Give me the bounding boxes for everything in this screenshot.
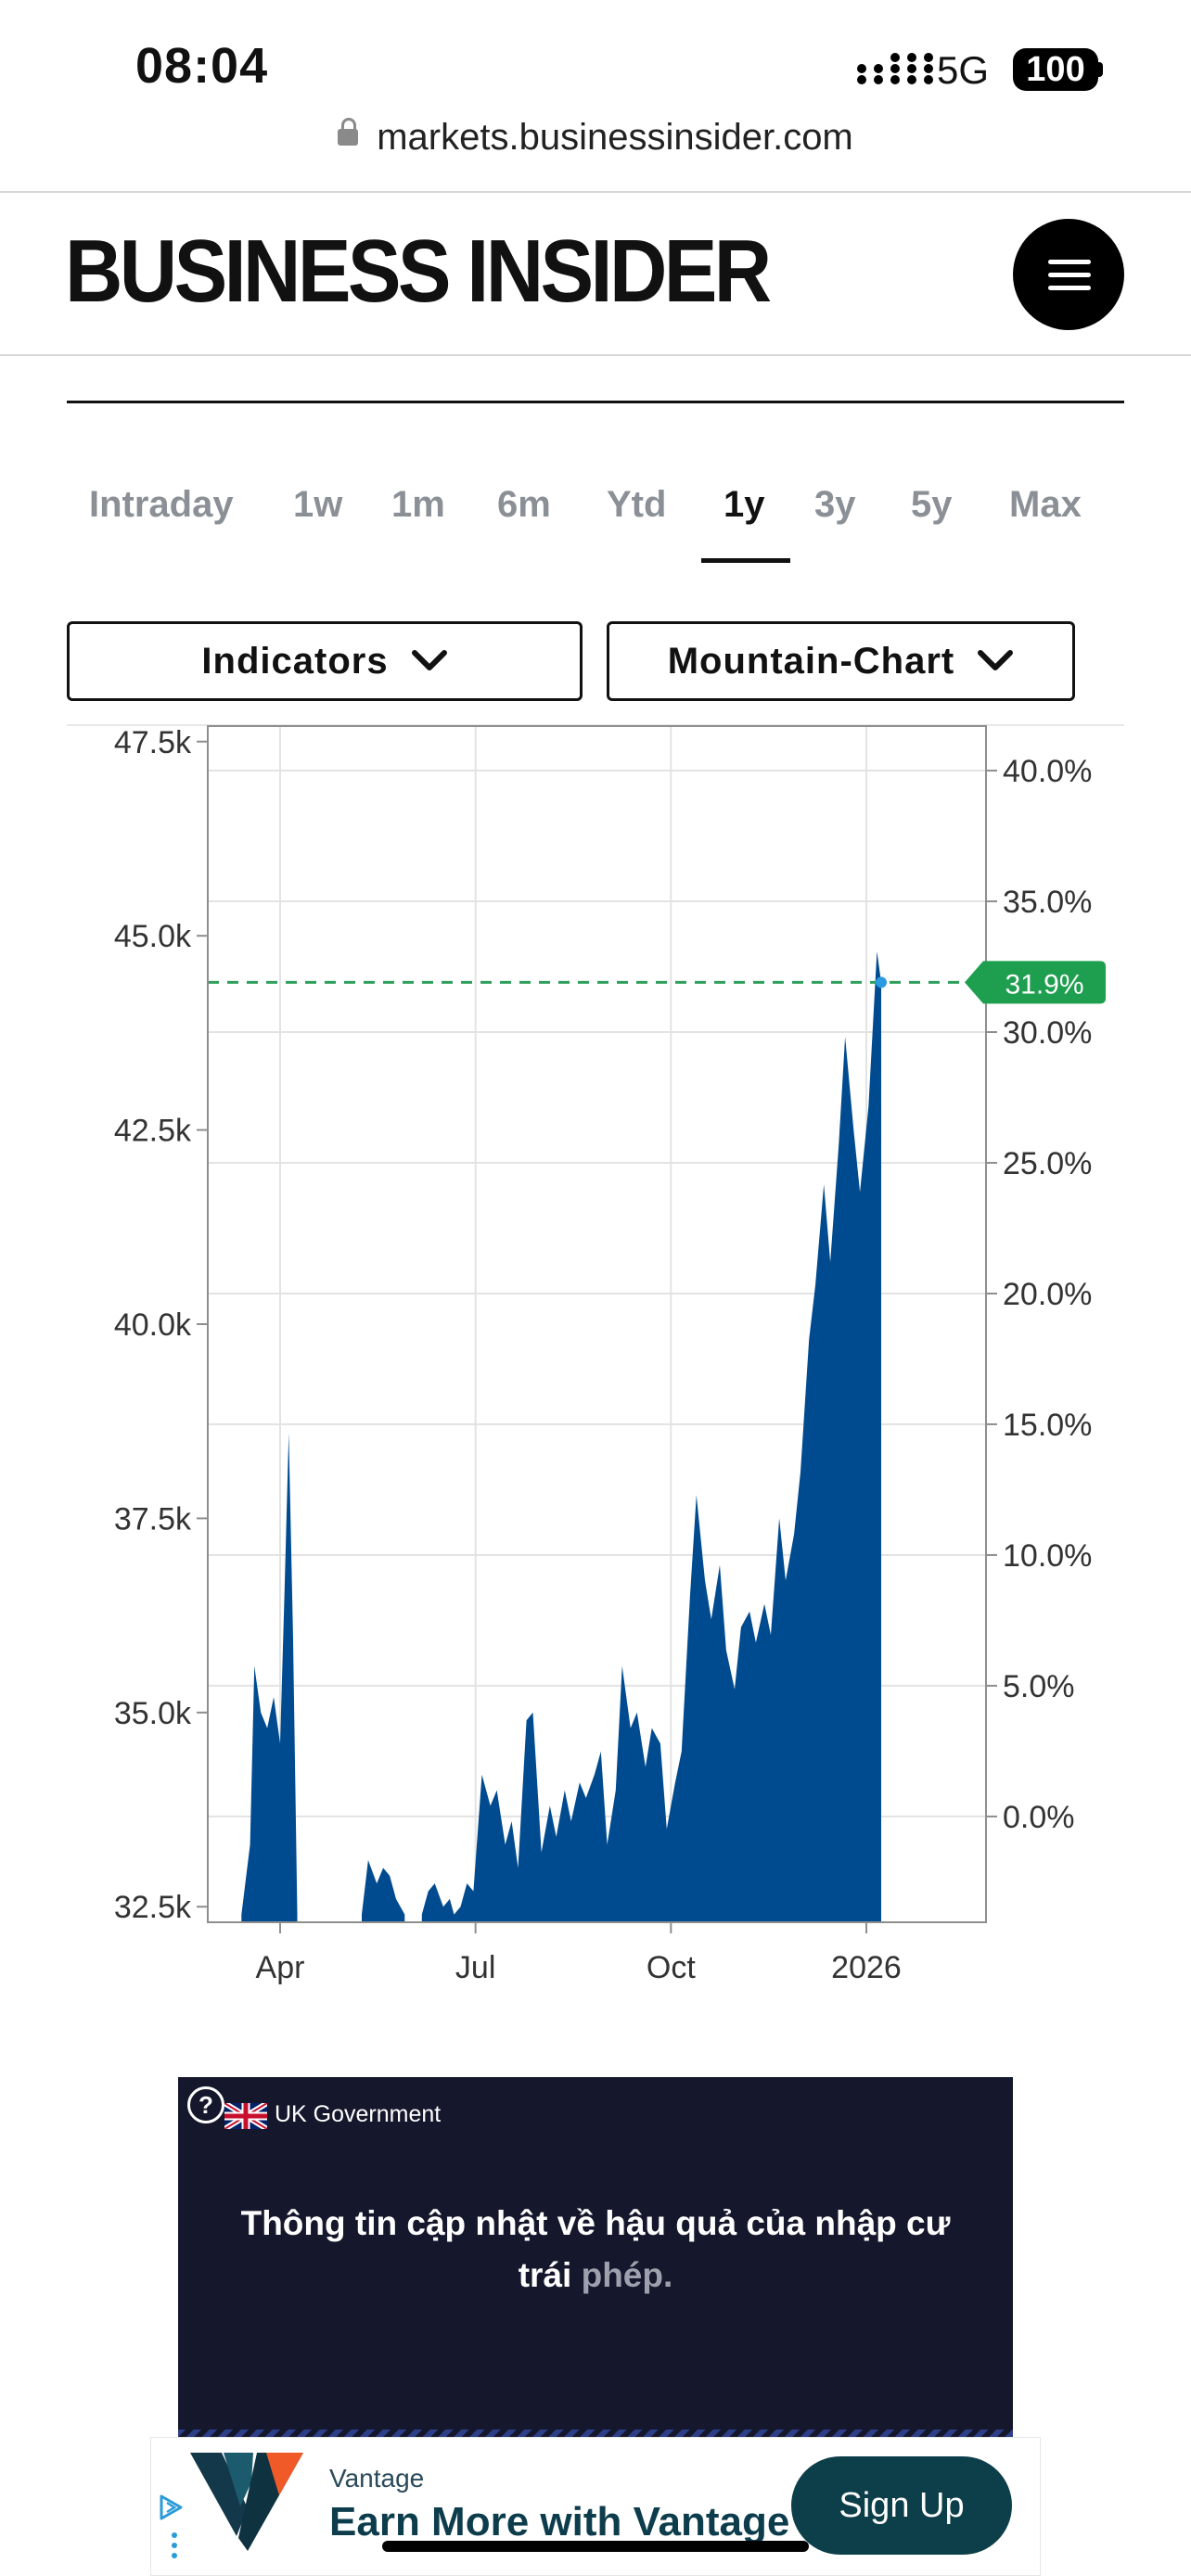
battery-indicator: 100 <box>1013 48 1098 91</box>
battery-cap <box>1098 62 1103 77</box>
hamburger-menu-icon <box>1048 260 1091 264</box>
tab-3y[interactable]: 3y <box>814 484 856 525</box>
left-tick-label: 45.0k <box>114 919 192 954</box>
url-bar[interactable]: markets.businessinsider.com <box>0 117 1191 159</box>
uk-flag-icon <box>224 2103 267 2129</box>
indicators-label: Indicators <box>201 640 389 682</box>
tab-ytd[interactable]: Ytd <box>607 484 667 525</box>
ad-help-icon[interactable]: ? <box>187 2086 224 2123</box>
vantage-ad-banner[interactable]: Vantage Earn More with Vantage Sign Up <box>150 2437 1041 2576</box>
chart-type-dropdown[interactable]: Mountain-Chart <box>607 621 1075 701</box>
left-tick-label: 35.0k <box>114 1696 192 1731</box>
right-tick-label: 30.0% <box>1003 1015 1092 1051</box>
browser-divider <box>0 191 1191 193</box>
site-logo[interactable]: BUSINESS INSIDER <box>65 222 772 321</box>
right-tick-label: 40.0% <box>1003 754 1092 789</box>
right-tick-label: 10.0% <box>1003 1538 1092 1574</box>
left-axis: 47.5k 45.0k 42.5k 40.0k 37.5k 35.0k 32.5k <box>114 725 208 1925</box>
right-tick-label: 25.0% <box>1003 1146 1092 1181</box>
ad-sponsor: UK Government <box>275 2101 442 2127</box>
status-time: 08:04 <box>135 38 269 94</box>
right-tick-label: 5.0% <box>1003 1669 1075 1704</box>
signal-bars-icon <box>857 53 933 84</box>
ad-message: Thông tin cập nhật về hậu quả của nhập c… <box>234 2198 957 2302</box>
url-text: markets.businessinsider.com <box>377 117 853 158</box>
hamburger-line <box>1048 286 1091 290</box>
tab-1y[interactable]: 1y <box>724 484 765 525</box>
more-options-icon[interactable] <box>172 2532 179 2563</box>
x-tick-label: Oct <box>647 1950 696 1985</box>
indicators-dropdown[interactable]: Indicators <box>67 621 583 701</box>
left-tick-label: 47.5k <box>114 725 192 760</box>
badge-text: 31.9% <box>1005 969 1083 1000</box>
section-rule <box>67 401 1124 403</box>
last-value-badge: 31.9% <box>965 961 1106 1004</box>
x-tick-label: Apr <box>256 1950 305 1985</box>
chart-type-label: Mountain-Chart <box>667 640 955 682</box>
menu-button[interactable] <box>1013 219 1124 330</box>
badge-shape <box>965 961 1106 1004</box>
header-divider <box>0 354 1191 356</box>
ad-stripe <box>178 2429 1013 2439</box>
price-area <box>241 950 881 1922</box>
right-tick-label: 0.0% <box>1003 1800 1075 1835</box>
right-axis: 40.0% 35.0% 30.0% 25.0% 20.0% 15.0% 10.0% 5.0% 0… <box>986 754 1092 1835</box>
active-tab-underline <box>701 558 790 563</box>
tab-1w[interactable]: 1w <box>293 484 343 525</box>
chevron-down-icon <box>411 650 447 670</box>
ad-brand: Vantage <box>329 2464 425 2493</box>
ad-message-main: Thông tin cập nhật về hậu quả của nhập c… <box>240 2204 951 2294</box>
chevron-down-icon <box>978 650 1014 670</box>
price-chart[interactable]: 47.5k 45.0k 42.5k 40.0k 37.5k 35.0k 32.5k 40.0… <box>0 723 1191 2003</box>
home-indicator <box>382 2541 809 2552</box>
last-value-dot <box>876 976 888 988</box>
x-tick-label: 2026 <box>831 1950 902 1985</box>
range-tabs: Intraday 1w 1m 6m Ytd 1y 3y 5y Max <box>67 484 1124 567</box>
tab-1m[interactable]: 1m <box>391 484 445 525</box>
government-ad[interactable]: ? UK Government Thông tin cập nhật về hậ… <box>178 2077 1013 2439</box>
vantage-logo-icon <box>190 2453 303 2551</box>
network-type: 5G <box>937 48 990 92</box>
tab-6m[interactable]: 6m <box>497 484 551 525</box>
sign-up-button[interactable]: Sign Up <box>791 2456 1012 2555</box>
right-tick-label: 35.0% <box>1003 885 1092 920</box>
left-tick-label: 32.5k <box>114 1890 192 1925</box>
tab-5y[interactable]: 5y <box>911 484 953 525</box>
right-tick-label: 15.0% <box>1003 1408 1092 1443</box>
adchoices-icon[interactable] <box>157 2493 185 2521</box>
left-tick-label: 42.5k <box>114 1114 192 1149</box>
tab-max[interactable]: Max <box>1009 484 1082 525</box>
left-tick-label: 37.5k <box>114 1501 192 1537</box>
lock-icon <box>338 118 359 146</box>
ad-message-dim: phép. <box>581 2256 673 2294</box>
tab-intraday[interactable]: Intraday <box>89 484 234 525</box>
left-tick-label: 40.0k <box>114 1307 192 1343</box>
right-tick-label: 20.0% <box>1003 1277 1092 1312</box>
hamburger-line <box>1048 273 1091 277</box>
x-axis: Apr Jul Oct 2026 <box>256 1922 902 1985</box>
ad-headline[interactable]: Earn More with Vantage <box>329 2499 790 2544</box>
x-tick-label: Jul <box>455 1950 495 1985</box>
